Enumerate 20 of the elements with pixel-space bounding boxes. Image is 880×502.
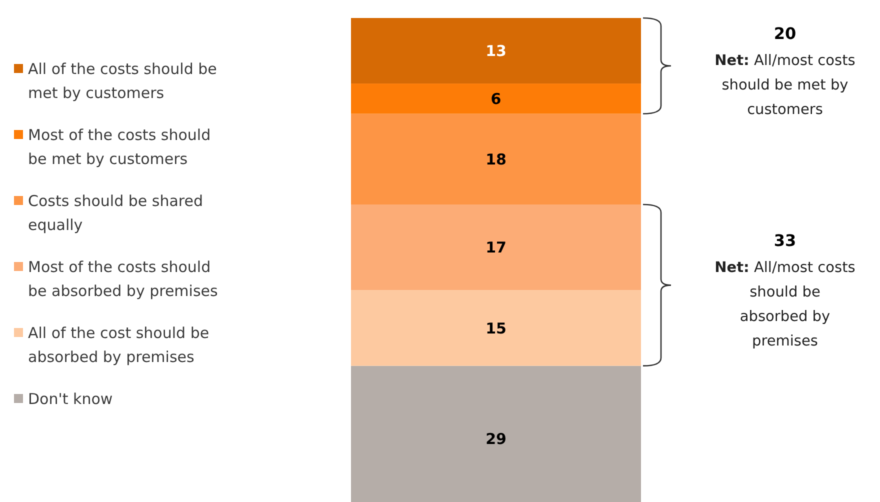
text: Net: All/most costs should be met by customers [714,53,856,118]
data-label: 18 [486,150,506,168]
data-label: 29 [486,430,506,448]
legend-label: Most of the costs should be met by customers [28,126,211,168]
legend-label: All of the cost should be absorbed by premises [28,324,210,366]
legend-label: Don't know [28,390,113,408]
data-label: 6 [490,90,502,108]
bar [351,84,641,114]
text: Net: All/most costs should be absorbed by premises [714,260,856,350]
text: 33 [774,231,796,250]
legend-label: Most of the costs should be absorbed by premises [28,258,218,300]
data-label: 17 [486,238,506,257]
bar [351,18,641,84]
bar [351,204,641,290]
text: 20 [774,24,796,44]
legend-label: All of the costs should be met by customers [28,60,217,102]
data-label: 13 [486,42,506,60]
data-label: 15 [486,319,506,338]
legend-label: Costs should be shared equally [28,192,204,234]
bar [351,114,641,205]
